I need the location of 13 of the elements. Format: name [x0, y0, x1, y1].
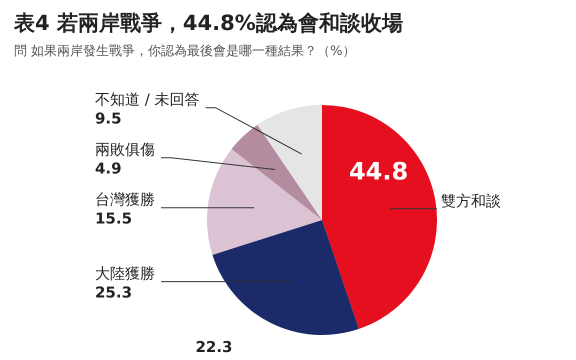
data-label: 25.3 — [95, 284, 132, 302]
data-label: 15.5 — [95, 210, 132, 228]
slice-label: 雙方和談 — [441, 192, 501, 210]
slice-label: 台灣獲勝 — [95, 190, 155, 209]
slice-label: 不知道 / 未回答 — [95, 90, 200, 109]
slice-label: 大陸獲勝 — [95, 264, 155, 283]
annotation: 22.3 — [196, 338, 232, 356]
data-label: 44.8 — [348, 158, 408, 186]
slice-label: 兩敗俱傷 — [95, 140, 155, 159]
data-label: 9.5 — [95, 110, 122, 128]
subtitle: 問 如果兩岸發生戰爭，你認為最後會是哪一種結果？（%） — [14, 44, 356, 59]
title: 表4 若兩岸戰爭，44.8%認為會和談收場 — [14, 11, 403, 35]
data-label: 4.9 — [95, 160, 122, 178]
